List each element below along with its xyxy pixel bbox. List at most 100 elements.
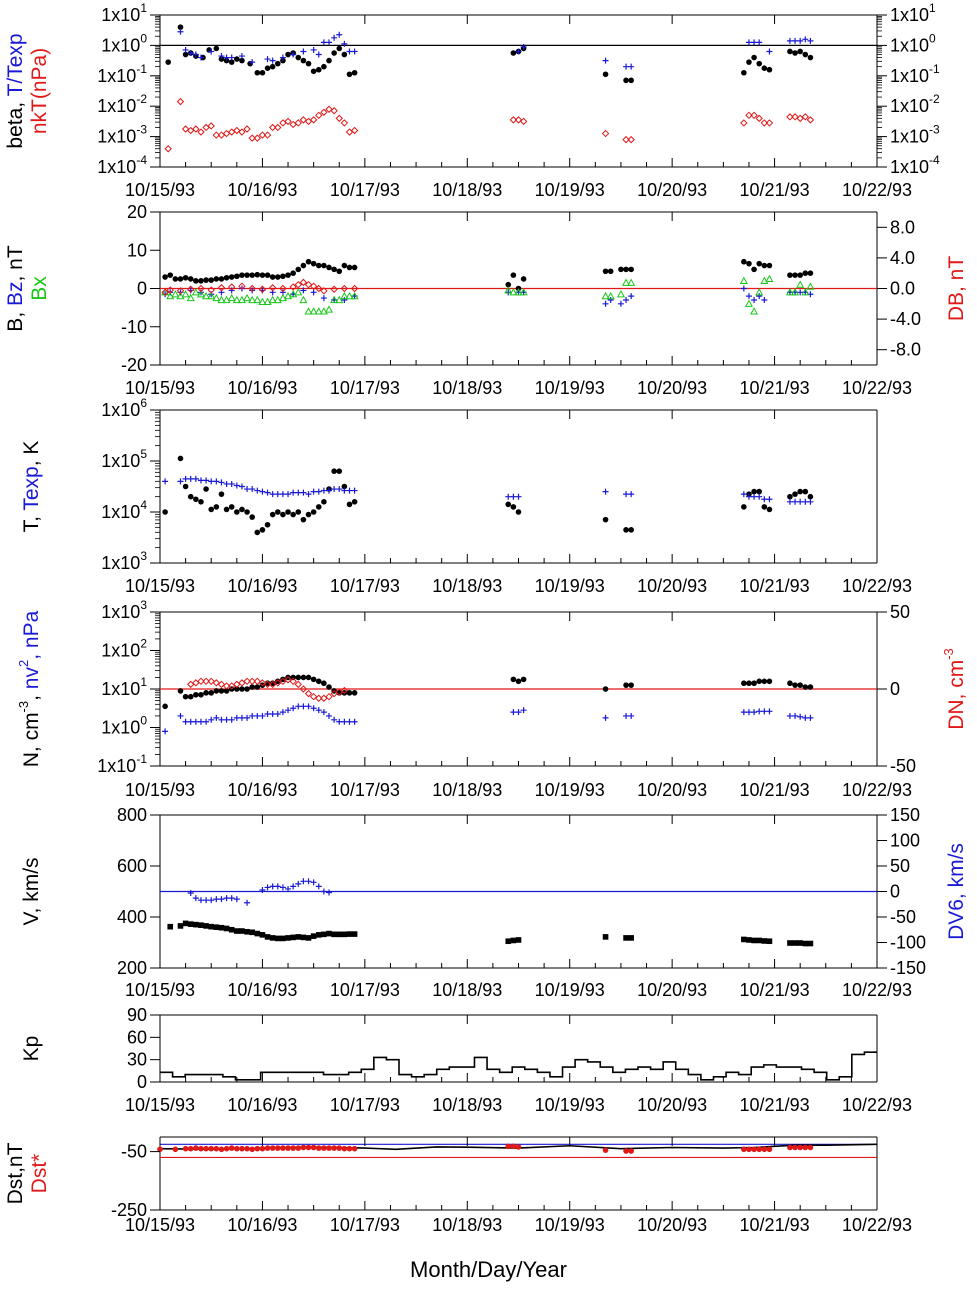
data-point [249, 1146, 255, 1153]
data-point [766, 938, 773, 945]
data-point [217, 284, 226, 292]
y-axis-label-seg: Bz [4, 281, 27, 306]
data-point [746, 59, 752, 65]
data-point [741, 258, 747, 265]
data-point [228, 895, 235, 902]
y-tick-label: 1x10-3 [890, 123, 940, 147]
panel-kp [159, 1014, 878, 1083]
data-point [228, 480, 235, 487]
data-point [751, 680, 757, 687]
data-point [305, 703, 312, 710]
data-point [787, 493, 793, 500]
data-point [802, 488, 809, 495]
data-point [751, 296, 758, 303]
data-point [321, 63, 327, 70]
data-point [310, 260, 317, 267]
data-point [187, 50, 194, 56]
y-tick-label: 1x100 [101, 714, 147, 738]
data-point [745, 39, 752, 46]
y-tick-base: 1x10 [890, 66, 929, 86]
data-point [243, 677, 251, 686]
right-axis-label-seg: DV6, km/s [945, 843, 968, 940]
data-point [321, 680, 327, 687]
data-point [505, 938, 512, 945]
data-point [244, 899, 251, 906]
data-point [766, 1146, 773, 1153]
y-axis-label-line: Bx [28, 276, 51, 301]
x-tick-label: 10/21/93 [740, 378, 810, 398]
data-point [791, 288, 800, 296]
data-point [300, 878, 307, 885]
data-point [269, 491, 276, 498]
data-point [310, 933, 317, 939]
data-point [249, 486, 256, 493]
data-point [269, 680, 276, 687]
data-point [192, 475, 199, 482]
y-tick-base: 1x10 [890, 127, 929, 147]
y-tick-label: -4.0 [890, 309, 921, 329]
data-point [207, 291, 216, 300]
data-point [515, 493, 522, 500]
data-point [351, 487, 358, 494]
data-point [623, 491, 630, 498]
data-point [269, 711, 276, 718]
y-axis-label: N, cm-3, nv2, nPa [16, 610, 43, 767]
data-point [340, 291, 349, 300]
data-point [326, 712, 333, 719]
y-tick-label: -8.0 [890, 340, 921, 360]
data-point [223, 480, 230, 487]
data-point [797, 289, 804, 296]
data-point [176, 97, 185, 106]
data-point [628, 77, 634, 84]
data-point [280, 511, 286, 518]
data-point [285, 1145, 291, 1151]
data-point [274, 509, 281, 515]
data-point [616, 290, 625, 298]
x-tick-label: 10/16/93 [227, 1095, 297, 1115]
data-point [750, 111, 758, 120]
data-point [167, 923, 174, 930]
y-axis-label: Dst,nT Dst* [4, 1142, 51, 1204]
data-point [228, 54, 235, 61]
data-point [331, 468, 337, 475]
data-point [239, 686, 245, 692]
data-point [239, 272, 245, 278]
y-tick-label: 1x10-3 [97, 123, 147, 147]
data-point [331, 266, 337, 273]
data-point [628, 527, 634, 533]
y-tick-exp: 4 [140, 498, 147, 512]
data-point [510, 676, 517, 683]
data-point [510, 272, 517, 278]
series-black [165, 24, 814, 84]
data-point [331, 931, 337, 938]
right-axis-label-line: DV6, km/s [945, 843, 968, 940]
data-point [290, 511, 296, 518]
y-tick-label: -250 [111, 1200, 147, 1220]
data-point [331, 34, 338, 41]
data-point [299, 116, 308, 124]
data-point [208, 897, 215, 904]
data-point [244, 509, 250, 515]
data-point [602, 686, 609, 692]
data-point [269, 57, 276, 64]
data-point [797, 272, 803, 278]
data-point [346, 931, 353, 937]
data-point [340, 119, 349, 127]
data-point [259, 1145, 266, 1152]
y-axis-label-line: N, cm-3, nv2, nPa [16, 610, 43, 767]
data-point [279, 491, 286, 498]
data-point [761, 262, 768, 269]
data-point [346, 690, 353, 696]
data-point [351, 499, 358, 505]
y-tick-exp: -1 [929, 62, 940, 76]
data-point [745, 493, 752, 500]
x-tick-label: 10/17/93 [330, 1095, 400, 1115]
data-point [741, 504, 747, 510]
y-axis-left: 20 10 0 -10 -20 [121, 202, 160, 375]
data-point [345, 291, 354, 300]
data-point [520, 276, 527, 282]
data-point [187, 921, 194, 927]
y-tick-base: 1x10 [97, 157, 136, 177]
data-point [223, 274, 230, 281]
